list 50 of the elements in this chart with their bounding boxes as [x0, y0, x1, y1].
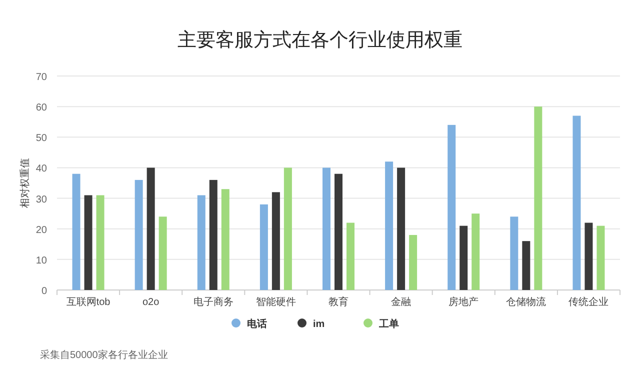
bar: [209, 180, 218, 290]
bar: [322, 168, 330, 290]
bar: [221, 189, 230, 290]
bar: [522, 241, 530, 290]
legend-label: im: [313, 319, 325, 330]
y-tick-label: 70: [36, 72, 48, 83]
bar: [260, 204, 268, 290]
x-tick-label: 房地产: [448, 296, 479, 308]
bar: [448, 124, 456, 290]
bar: [158, 216, 167, 290]
y-tick-label: 20: [36, 224, 48, 236]
bar: [272, 192, 280, 290]
bar: [134, 180, 143, 290]
bar: [197, 195, 206, 290]
bar: [397, 168, 406, 290]
text: 采集自50000家各行各业企业: [40, 349, 168, 361]
x-tick-label: 互联网tob: [66, 296, 111, 308]
bar: [334, 174, 342, 290]
x-tick-label: 仓储物流: [506, 296, 546, 308]
y-tick-label: 40: [36, 164, 48, 175]
bar: [146, 168, 155, 290]
x-tick-label: 传统企业: [568, 296, 609, 308]
y-axis-title: 相对权重值: [19, 158, 31, 208]
bar: [460, 226, 468, 290]
bar: [385, 162, 394, 290]
x-tick-label: 智能硬件: [256, 296, 296, 308]
x-tick-label: 电子商务: [193, 296, 234, 308]
bar: [72, 174, 80, 290]
y-tick-label: 50: [36, 133, 48, 144]
legend-label: 工单: [378, 318, 399, 330]
bar: [409, 234, 418, 290]
bar: [572, 116, 581, 290]
bar: [346, 222, 354, 290]
bar: [284, 168, 292, 290]
bar: [534, 106, 542, 290]
y-tick-label: 30: [36, 194, 48, 206]
x-tick-label: 教育: [328, 296, 348, 308]
bar: [96, 195, 104, 290]
x-tick-label: 金融: [391, 296, 412, 308]
y-tick-label: 60: [36, 102, 48, 114]
bar: [84, 195, 92, 290]
legend-label: 电话: [247, 318, 267, 330]
bar: [596, 226, 605, 290]
y-tick-label: 0: [41, 286, 48, 297]
x-tick-label: o2o: [142, 297, 160, 308]
chart-title: 主要客服方式在各个行业使用权重: [178, 29, 462, 51]
bar: [472, 214, 480, 290]
bar: [584, 222, 593, 290]
y-tick-label: 10: [36, 255, 48, 266]
bar: [510, 216, 518, 290]
